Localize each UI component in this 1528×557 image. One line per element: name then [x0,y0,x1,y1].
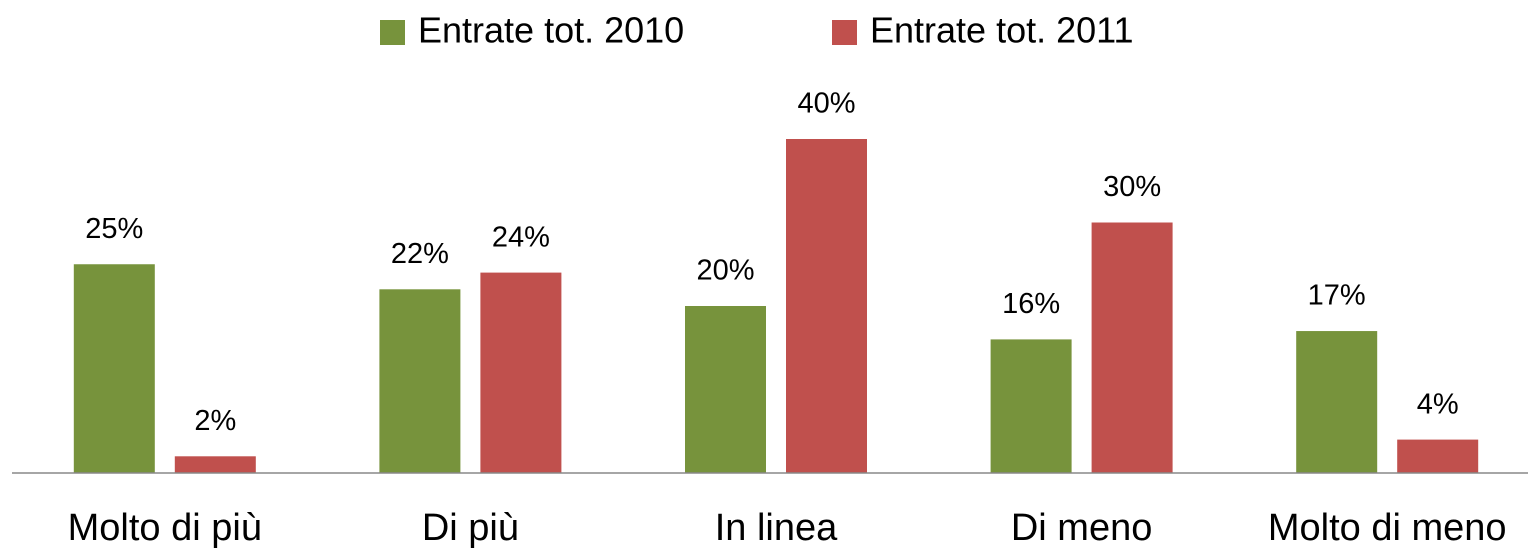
value-label: 40% [797,88,855,120]
x-tick-label: Di più [422,507,519,549]
value-label: 4% [1417,388,1459,420]
bar [1397,439,1479,473]
x-tick-label: Molto di meno [1268,507,1507,549]
value-label: 22% [391,238,449,270]
bar [174,456,256,473]
legend-text: Entrate tot. 2010 [418,10,684,51]
legend-swatch [380,20,405,45]
value-label: 16% [1002,288,1060,320]
value-label: 2% [194,405,236,437]
bar [685,306,766,473]
value-label: 24% [492,221,550,253]
bar [73,264,155,473]
x-tick-label: In linea [715,507,838,549]
x-tick-label: Di meno [1011,507,1153,549]
value-label: 30% [1103,171,1161,203]
bar [379,289,461,473]
legend-swatch [832,20,857,45]
bar [1296,331,1378,473]
bar [786,139,867,473]
value-label: 25% [85,213,143,245]
bar [990,339,1072,473]
x-tick-label: Molto di più [68,507,262,549]
bar [1091,222,1173,473]
value-label: 20% [696,255,754,287]
bar [480,272,562,473]
legend-text: Entrate tot. 2011 [870,10,1134,51]
value-label: 17% [1308,280,1366,312]
